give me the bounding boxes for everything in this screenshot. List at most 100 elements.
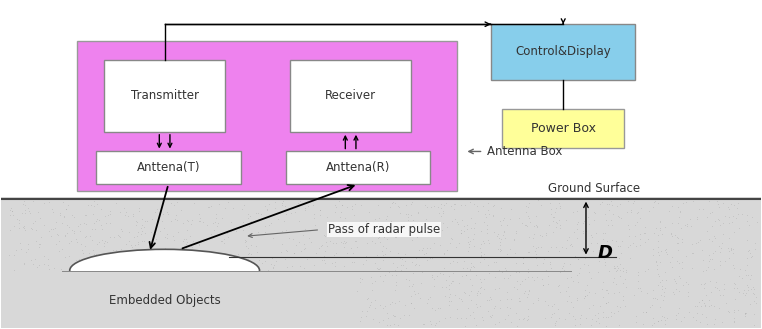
Point [521, 274, 533, 279]
Point [389, 200, 401, 205]
Point [666, 220, 678, 225]
Point [314, 208, 326, 213]
Point [504, 297, 517, 302]
Point [62, 203, 75, 208]
Point [461, 226, 473, 231]
Point [395, 263, 407, 268]
Point [530, 251, 543, 256]
Point [266, 292, 278, 297]
Point [277, 219, 290, 224]
Point [58, 298, 70, 303]
Point [150, 323, 162, 329]
Point [151, 207, 163, 212]
Point [239, 239, 251, 244]
Point [298, 241, 310, 246]
Point [85, 233, 97, 239]
Point [308, 262, 320, 267]
Point [482, 237, 494, 242]
Point [626, 240, 639, 245]
Point [394, 255, 406, 260]
Point [185, 221, 197, 226]
Point [482, 262, 494, 267]
Point [112, 269, 124, 274]
Point [379, 217, 392, 222]
Point [405, 301, 417, 306]
Point [426, 274, 438, 280]
Point [222, 235, 234, 240]
Point [489, 274, 501, 280]
Point [233, 315, 245, 320]
Point [101, 317, 114, 322]
Point [228, 280, 240, 285]
Point [537, 283, 549, 288]
Point [9, 274, 21, 279]
Point [354, 318, 366, 324]
Point [488, 305, 501, 311]
Point [13, 225, 25, 231]
Point [511, 323, 523, 328]
Point [102, 285, 114, 290]
Point [282, 316, 294, 321]
Point [277, 202, 289, 208]
Point [161, 209, 173, 215]
Point [19, 273, 31, 279]
FancyBboxPatch shape [290, 60, 411, 132]
Point [717, 231, 729, 237]
Point [253, 278, 265, 283]
Point [70, 236, 82, 241]
Point [549, 210, 562, 215]
Point [741, 287, 754, 292]
Point [41, 262, 53, 267]
Point [478, 256, 490, 262]
Point [671, 258, 684, 264]
Point [460, 265, 472, 270]
Point [243, 250, 255, 255]
Point [395, 267, 408, 272]
Point [425, 321, 437, 326]
Point [446, 236, 458, 241]
Point [461, 222, 473, 227]
Point [341, 205, 353, 210]
Point [527, 235, 539, 240]
Point [72, 269, 85, 274]
Point [315, 242, 328, 247]
Point [695, 303, 707, 308]
Point [18, 198, 30, 203]
Point [93, 240, 105, 245]
Point [173, 282, 185, 287]
Point [451, 306, 463, 311]
Point [737, 291, 749, 296]
Point [501, 251, 513, 257]
Point [341, 250, 353, 256]
Point [421, 258, 433, 263]
Point [13, 268, 25, 274]
Point [445, 298, 457, 304]
Point [625, 207, 637, 212]
Point [495, 242, 507, 247]
Point [60, 304, 72, 309]
Point [632, 273, 644, 278]
Point [658, 225, 671, 230]
Point [472, 289, 485, 294]
Point [463, 239, 475, 244]
Point [114, 234, 126, 239]
Point [652, 318, 664, 323]
Point [109, 294, 121, 299]
Point [712, 243, 725, 248]
Point [477, 203, 489, 208]
Point [405, 259, 418, 264]
Point [465, 215, 477, 220]
Point [294, 294, 306, 299]
Point [460, 316, 472, 321]
Point [280, 291, 293, 296]
Point [276, 293, 288, 298]
Point [293, 269, 306, 274]
Point [126, 256, 138, 261]
Point [741, 272, 754, 278]
Point [444, 315, 456, 320]
Point [648, 320, 660, 325]
Point [388, 321, 400, 326]
Point [341, 308, 353, 314]
Point [42, 257, 54, 262]
Point [687, 199, 699, 204]
